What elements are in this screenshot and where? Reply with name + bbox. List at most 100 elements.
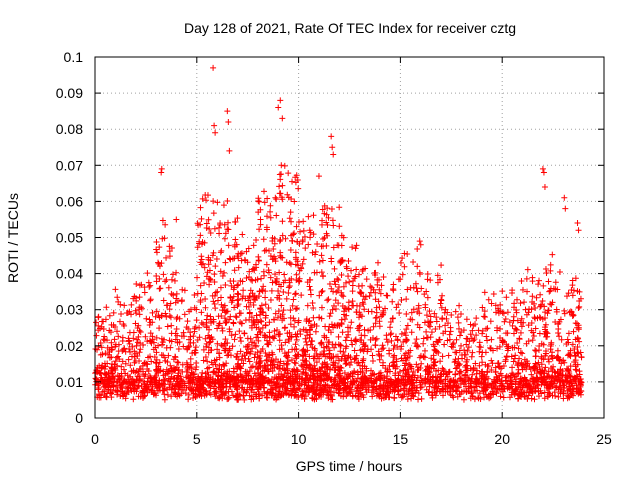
data-point xyxy=(479,330,486,337)
data-point xyxy=(282,339,289,346)
data-point xyxy=(113,379,120,386)
data-point xyxy=(368,379,375,386)
data-point xyxy=(570,287,577,294)
data-point xyxy=(448,312,455,319)
data-point xyxy=(523,377,530,384)
data-point xyxy=(188,369,195,376)
data-point xyxy=(560,382,567,389)
data-point xyxy=(457,311,464,318)
data-point xyxy=(452,308,459,315)
data-point xyxy=(288,392,295,399)
data-point xyxy=(200,357,207,364)
data-point xyxy=(217,268,224,275)
data-point xyxy=(186,336,193,343)
data-point xyxy=(353,352,360,359)
data-point xyxy=(284,367,291,374)
data-point xyxy=(329,306,336,313)
data-point xyxy=(575,304,582,311)
data-point xyxy=(333,289,340,296)
data-point xyxy=(348,319,355,326)
data-point xyxy=(258,318,265,325)
data-point xyxy=(565,330,572,337)
data-point xyxy=(549,383,556,390)
data-point xyxy=(361,306,368,313)
data-point xyxy=(263,357,270,364)
data-point xyxy=(397,259,404,266)
data-point xyxy=(286,338,292,345)
data-point xyxy=(277,176,284,183)
data-point xyxy=(388,337,395,344)
data-point xyxy=(149,333,156,340)
data-point xyxy=(265,304,272,311)
data-point xyxy=(535,359,542,366)
data-point xyxy=(524,266,531,273)
data-point xyxy=(273,196,280,203)
data-point xyxy=(567,353,574,360)
data-point xyxy=(381,374,388,381)
data-point xyxy=(234,215,241,222)
data-point xyxy=(563,378,570,385)
data-point xyxy=(120,346,127,353)
data-point xyxy=(360,394,367,401)
data-point xyxy=(319,288,326,295)
data-point xyxy=(447,392,454,399)
data-point xyxy=(575,324,582,331)
data-point xyxy=(328,384,335,391)
data-point xyxy=(499,309,506,316)
data-point xyxy=(540,341,547,348)
data-point xyxy=(360,348,367,355)
y-tick-label: 0.05 xyxy=(56,230,83,246)
data-point xyxy=(234,282,241,289)
data-point xyxy=(451,379,458,386)
data-point xyxy=(388,378,395,385)
data-point xyxy=(431,362,438,369)
data-point xyxy=(432,383,439,390)
data-point xyxy=(564,352,571,359)
data-point xyxy=(404,354,411,361)
data-point xyxy=(160,387,167,394)
data-point xyxy=(144,270,151,277)
data-point xyxy=(493,373,500,380)
data-point xyxy=(501,318,508,325)
data-point xyxy=(546,392,553,399)
data-point xyxy=(540,282,547,289)
data-point xyxy=(311,365,318,372)
data-point xyxy=(567,363,574,370)
data-point xyxy=(330,381,337,388)
data-point xyxy=(185,391,192,398)
data-point xyxy=(186,343,193,350)
data-point xyxy=(499,381,506,388)
data-point xyxy=(435,339,442,346)
data-point xyxy=(160,271,167,278)
data-point xyxy=(161,377,168,384)
data-point xyxy=(551,389,558,396)
data-point xyxy=(548,378,555,385)
data-point xyxy=(138,382,145,389)
data-point xyxy=(93,332,100,339)
data-point xyxy=(255,391,262,398)
data-point xyxy=(252,372,259,379)
data-point xyxy=(128,301,135,308)
data-point xyxy=(387,319,394,326)
data-point xyxy=(236,328,243,335)
data-point xyxy=(276,238,283,245)
data-point xyxy=(316,314,323,321)
data-point xyxy=(465,383,472,390)
data-point xyxy=(325,395,332,402)
data-point xyxy=(223,319,230,326)
data-point xyxy=(160,297,167,304)
data-point xyxy=(323,343,330,350)
data-point xyxy=(246,392,253,399)
data-point xyxy=(417,364,424,371)
data-point xyxy=(497,325,504,332)
data-point xyxy=(231,304,238,311)
data-point xyxy=(345,299,352,306)
data-point xyxy=(264,362,271,369)
data-point xyxy=(230,392,237,399)
data-point xyxy=(310,305,317,312)
data-point xyxy=(156,275,163,282)
data-point xyxy=(288,357,295,364)
x-tick-label: 5 xyxy=(193,431,201,447)
data-point xyxy=(118,363,125,370)
data-point xyxy=(160,376,167,383)
